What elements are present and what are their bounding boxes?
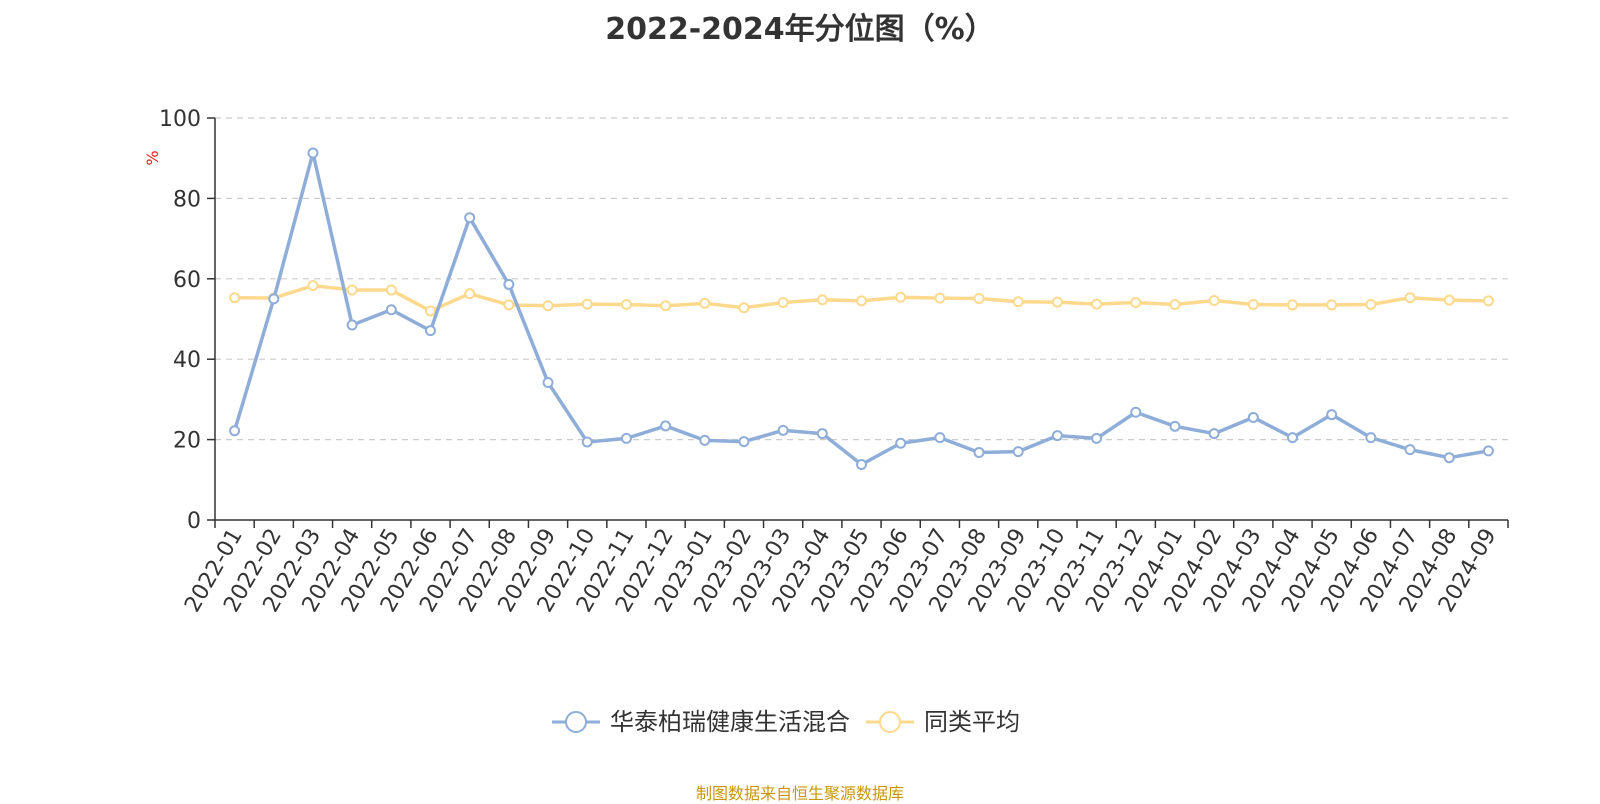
data-point [1365,299,1377,311]
data-point [1365,432,1377,444]
chart-title: 2022-2024年分位图（%） [605,12,995,47]
data-point [385,284,397,296]
y-tick-label: 60 [173,268,201,293]
data-point [777,297,789,309]
legend-item-fund: 华泰柏瑞健康生活混合 [552,708,850,736]
data-point [1130,406,1142,418]
data-point [973,446,985,458]
data-point [1091,298,1103,310]
data-point [856,459,867,471]
data-point [856,295,867,307]
data-point [425,305,436,317]
data-point [229,425,241,437]
data-point [895,437,907,449]
data-point [425,325,436,337]
series-category-average [229,280,1494,317]
data-point [1130,297,1142,309]
data-point [503,299,515,311]
data-point [1443,294,1455,306]
legend: 华泰柏瑞健康生活混合 同类平均 [552,708,1020,736]
data-point [699,434,711,446]
data-point [738,436,750,448]
data-point [464,288,476,300]
data-point [1051,296,1063,308]
data-point [660,300,672,312]
data-point [542,377,554,389]
data-point [1482,445,1494,457]
data-point [1208,428,1220,440]
data-point [1247,299,1259,311]
data-point [816,294,828,306]
series-lines [229,147,1494,471]
y-tick-label: 20 [173,429,201,454]
data-point [777,424,789,436]
data-point [1247,411,1259,423]
data-point [620,432,632,444]
y-tick-label: 100 [159,107,201,132]
legend-label: 华泰柏瑞健康生活混合 [610,708,850,736]
data-point [1287,299,1298,311]
data-point [1169,420,1181,432]
data-point [660,420,672,432]
legend-marker [879,711,901,733]
data-point [1326,409,1338,421]
data-point [934,292,946,304]
legend-item-category-average: 同类平均 [866,708,1020,736]
data-point [1404,444,1416,456]
data-point [346,284,358,296]
data-point [229,292,241,304]
data-point [1443,452,1455,464]
data-point [1287,432,1298,444]
data-point [895,291,907,303]
series-fund [229,147,1494,471]
data-point [385,304,397,316]
data-point [620,299,632,311]
data-point [1326,299,1338,311]
y-tick-label: 40 [173,348,201,373]
data-point [816,428,828,440]
y-tick-label: 80 [173,187,201,212]
data-point [1482,295,1494,307]
legend-marker [565,711,587,733]
data-point [542,300,554,312]
data-point [738,302,750,314]
source-note: 制图数据来自恒生聚源数据库 [695,784,904,803]
data-point [1091,432,1103,444]
data-point [699,297,711,309]
data-point [307,280,319,292]
data-point [581,436,593,448]
axes: 020406080100%2022-012022-022022-032022-0… [143,107,1509,617]
y-axis-label: % [143,150,162,165]
data-point [307,147,319,159]
data-point [268,293,280,305]
data-point [1012,446,1024,458]
data-point [1169,299,1181,311]
data-point [1208,295,1220,307]
data-point [581,298,593,310]
data-point [1012,296,1024,308]
data-point [1404,292,1416,304]
data-point [346,319,358,331]
data-point [934,432,946,444]
data-point [973,292,985,304]
grid-lines [215,117,1508,441]
data-point [503,278,515,290]
data-point [1051,430,1063,442]
data-point [464,212,476,224]
legend-label: 同类平均 [924,708,1020,736]
y-tick-label: 0 [187,509,201,534]
